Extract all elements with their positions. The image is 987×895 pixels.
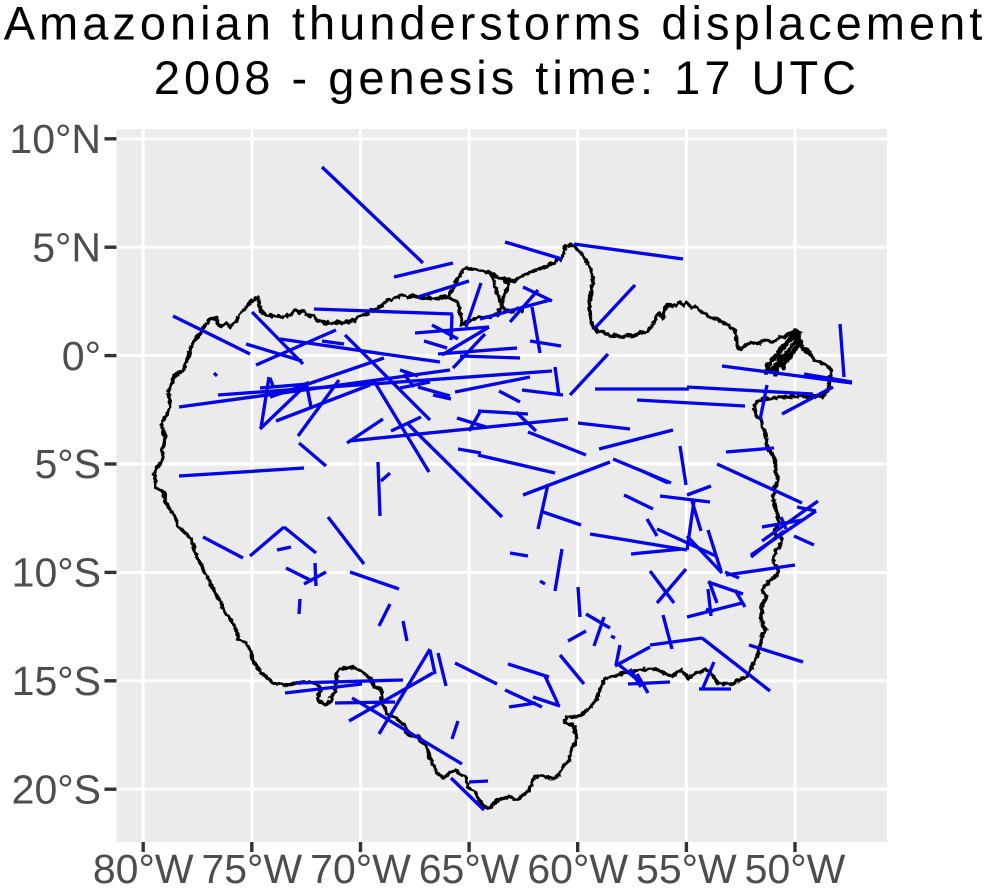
svg-text:50°W: 50°W	[745, 846, 846, 890]
svg-text:5°N: 5°N	[32, 224, 101, 270]
svg-text:15°S: 15°S	[12, 658, 101, 704]
svg-text:5°S: 5°S	[34, 441, 101, 487]
svg-text:65°W: 65°W	[419, 846, 520, 890]
svg-text:2008 - genesis time: 17 UTC: 2008 - genesis time: 17 UTC	[154, 51, 860, 104]
svg-text:80°W: 80°W	[93, 846, 194, 890]
svg-text:55°W: 55°W	[636, 846, 737, 890]
svg-text:75°W: 75°W	[201, 846, 302, 890]
svg-text:0°: 0°	[62, 333, 101, 379]
svg-text:60°W: 60°W	[527, 846, 628, 890]
svg-text:Amazonian thunderstorms displa: Amazonian thunderstorms displacement	[4, 0, 987, 50]
svg-text:20°S: 20°S	[12, 766, 101, 812]
svg-text:10°S: 10°S	[12, 550, 101, 596]
svg-text:70°W: 70°W	[310, 846, 411, 890]
svg-text:10°N: 10°N	[9, 116, 101, 162]
